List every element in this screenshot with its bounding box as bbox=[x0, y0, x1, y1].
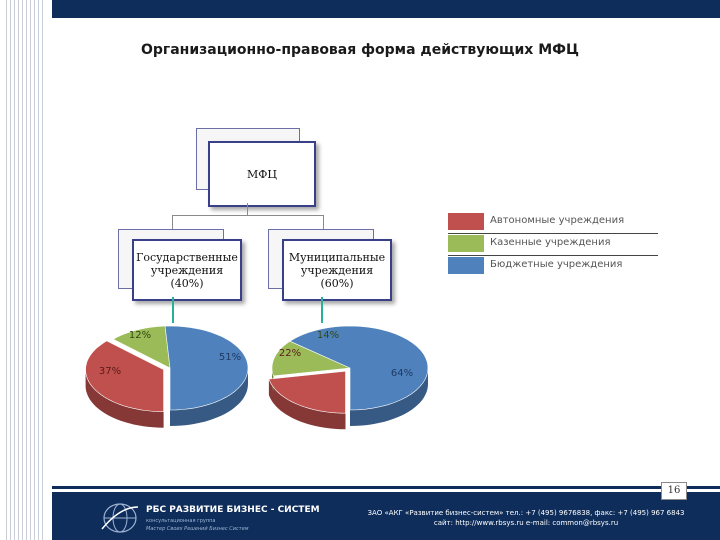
org-root-box: МФЦ bbox=[208, 141, 316, 207]
legend: Автономные учреждения Казенные учреждени… bbox=[448, 213, 658, 279]
org-child-left-line2: учреждения bbox=[150, 263, 224, 277]
pie-wall-autonomous bbox=[268, 379, 346, 430]
legend-item: Казенные учреждения bbox=[448, 235, 658, 257]
pie-slice-state bbox=[112, 325, 171, 369]
pie-label-autonomous: 22% bbox=[279, 348, 301, 359]
contact-line-2: сайт: http://www.rbsys.ru e-mail: common… bbox=[433, 519, 619, 527]
org-child-right-box: Муниципальные учреждения (60%) bbox=[282, 239, 392, 301]
pie-slice-autonomous bbox=[268, 370, 346, 414]
page-number: 16 bbox=[661, 482, 687, 500]
header-bar bbox=[52, 0, 720, 18]
pie-slice-budget bbox=[164, 325, 249, 411]
connector-left-pie bbox=[172, 297, 174, 323]
pie-wall-autonomous bbox=[85, 369, 164, 428]
connector-vertical-root bbox=[247, 203, 248, 215]
org-child-right-line3: (60%) bbox=[320, 276, 354, 290]
footer-rule bbox=[52, 486, 720, 489]
footer-bar bbox=[52, 492, 720, 540]
org-root-label: МФЦ bbox=[247, 167, 277, 181]
org-child-left-line1: Государственные bbox=[136, 250, 238, 264]
pie-label-state: 12% bbox=[129, 330, 151, 341]
pie-chart-1: 37% 12% 51% bbox=[85, 325, 249, 428]
pie-wall-budget bbox=[350, 368, 428, 426]
pie-chart-2: 22% 14% 64% bbox=[268, 325, 429, 430]
org-child-right-line1: Муниципальные bbox=[288, 250, 386, 264]
left-decoration bbox=[0, 0, 48, 540]
legend-item: Бюджетные учреждения bbox=[448, 257, 658, 279]
pie-slice-state bbox=[271, 340, 352, 377]
connector-right-pie bbox=[321, 297, 323, 323]
logo-subtitle: консультационная группа bbox=[146, 518, 216, 524]
logo-title: РБС РАЗВИТИЕ БИЗНЕС - СИСТЕМ bbox=[146, 505, 320, 515]
connector-right bbox=[323, 215, 324, 229]
legend-item: Автономные учреждения bbox=[448, 213, 658, 235]
company-logo: РБС РАЗВИТИЕ БИЗНЕС - СИСТЕМ консультаци… bbox=[100, 500, 320, 536]
connector-left bbox=[172, 215, 173, 229]
legend-label-autonomous: Автономные учреждения bbox=[490, 215, 625, 226]
contact-info: ЗАО «АКГ «Развитие бизнес-систем» тел.: … bbox=[356, 508, 696, 528]
legend-label-state: Казенные учреждения bbox=[490, 237, 611, 248]
pie-slice-budget bbox=[289, 325, 429, 411]
legend-label-budget: Бюджетные учреждения bbox=[490, 259, 623, 270]
pie-slice-autonomous bbox=[85, 340, 164, 413]
connector-horizontal bbox=[172, 215, 324, 216]
org-child-left-line3: (40%) bbox=[170, 276, 204, 290]
pie-label-state: 14% bbox=[317, 330, 339, 341]
slide-title: Организационно-правовая форма действующи… bbox=[140, 42, 580, 58]
logo-motto: Мастер Своих Решений Бизнес Систем bbox=[146, 526, 249, 532]
legend-swatch-autonomous bbox=[448, 213, 484, 230]
pie-label-budget: 64% bbox=[391, 368, 413, 379]
org-child-right-line2: учреждения bbox=[300, 263, 374, 277]
pie-wall-budget bbox=[170, 368, 248, 426]
org-child-left-box: Государственные учреждения (40%) bbox=[132, 239, 242, 301]
globe-icon bbox=[101, 503, 139, 533]
pie-label-budget: 51% bbox=[219, 352, 241, 363]
contact-line-1: ЗАО «АКГ «Развитие бизнес-систем» тел.: … bbox=[367, 509, 685, 517]
legend-swatch-state bbox=[448, 235, 484, 252]
legend-swatch-budget bbox=[448, 257, 484, 274]
pie-label-autonomous: 37% bbox=[99, 366, 121, 377]
